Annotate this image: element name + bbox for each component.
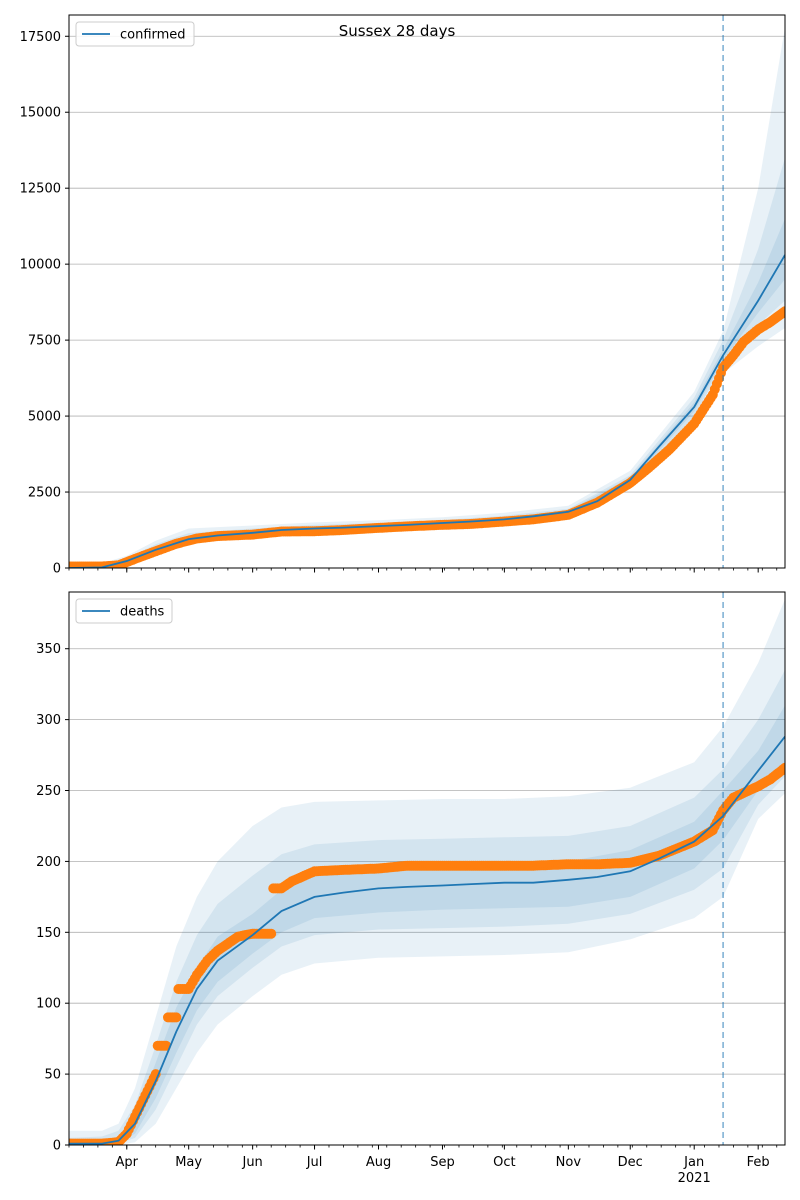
x-tick-label: Oct (493, 1155, 515, 1170)
model-line (69, 736, 785, 1145)
y-tick-label: 50 (44, 1068, 61, 1083)
plot-area (69, 599, 785, 1145)
chart-title: Sussex 28 days (339, 22, 456, 40)
observed-point (780, 762, 785, 773)
uncertainty-band-middle (69, 670, 785, 1145)
x-year-label: 2021 (678, 1171, 711, 1186)
legend-label: deaths (120, 605, 165, 620)
x-tick-label: Feb (747, 1155, 770, 1170)
x-tick-label: Jul (306, 1155, 323, 1170)
legend-label: confirmed (120, 28, 186, 43)
legend-box (75, 21, 195, 47)
x-tick-label: Aug (366, 1155, 391, 1170)
y-tick-label: 150 (36, 926, 61, 941)
y-tick-label: 0 (53, 562, 61, 577)
y-tick-label: 2500 (28, 486, 61, 501)
uncertainty-band-outer (69, 27, 785, 568)
y-tick-label: 15000 (20, 106, 61, 121)
y-tick-label: 250 (36, 784, 61, 799)
y-tick-label: 17500 (20, 30, 61, 45)
axes-frame (68, 14, 786, 569)
observed-point (171, 1012, 182, 1023)
y-tick-label: 0 (53, 1139, 61, 1154)
x-tick-label: May (175, 1155, 202, 1170)
deaths-panel: 0 50 100 150 200 250 300 350 Apr May Jun Jul Aug Sep O… (36, 591, 786, 1186)
plot-area (69, 27, 785, 568)
y-tick-label: 10000 (20, 258, 61, 273)
observed-point (780, 306, 785, 317)
legend: confirmed (75, 21, 195, 47)
legend-box (75, 598, 173, 624)
observed-point (266, 928, 277, 939)
x-tick-label: Dec (618, 1155, 643, 1170)
y-tick-label: 12500 (20, 182, 61, 197)
y-tick-label: 5000 (28, 410, 61, 425)
axes-frame (68, 591, 786, 1146)
y-tick-label: 7500 (28, 334, 61, 349)
observed-points (69, 306, 785, 568)
model-line (69, 254, 785, 568)
y-tick-label: 300 (36, 713, 61, 728)
uncertainty-band-outer (69, 599, 785, 1145)
y-tick-label: 100 (36, 997, 61, 1012)
x-tick-label: Jun (241, 1155, 262, 1170)
uncertainty-band-inner (69, 218, 785, 568)
y-tick-label: 350 (36, 642, 61, 657)
uncertainty-band-middle (69, 157, 785, 568)
x-tick-label: Sep (430, 1155, 455, 1170)
y-tick-label: 200 (36, 855, 61, 870)
x-tick-label: Jan (683, 1155, 704, 1170)
confirmed-panel: 0 2500 5000 7500 10000 12500 15000 17500 confirm… (20, 14, 786, 577)
legend: deaths (75, 598, 173, 624)
x-tick-label: Nov (556, 1155, 582, 1170)
x-tick-label: Apr (116, 1155, 139, 1170)
